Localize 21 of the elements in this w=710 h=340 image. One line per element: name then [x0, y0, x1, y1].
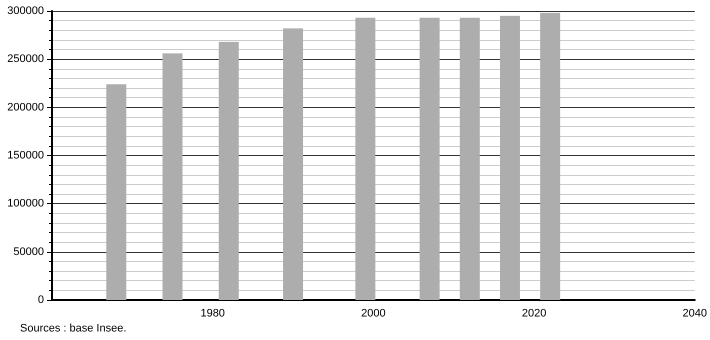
bar — [540, 12, 560, 300]
y-tick-label: 250000 — [7, 53, 44, 66]
bar — [106, 84, 126, 300]
x-tick-label: 2020 — [522, 308, 546, 320]
bar — [460, 18, 480, 300]
bar — [218, 42, 239, 300]
bar — [283, 28, 304, 300]
y-tick-label: 0 — [38, 294, 44, 306]
x-tick-label: 2000 — [361, 308, 386, 320]
bar — [162, 53, 183, 300]
source-note: Sources : base Insee. — [20, 322, 126, 334]
y-tick-label: 200000 — [7, 101, 44, 114]
x-tick-label: 2040 — [682, 308, 708, 320]
bar — [420, 18, 440, 300]
x-tick-label: 1980 — [200, 308, 225, 320]
y-tick-label: 150000 — [7, 150, 44, 162]
bar — [500, 16, 520, 300]
y-tick-label: 100000 — [7, 198, 44, 210]
y-tick-label: 300000 — [7, 5, 44, 17]
bar — [355, 18, 376, 300]
y-tick-label: 50000 — [13, 246, 44, 258]
